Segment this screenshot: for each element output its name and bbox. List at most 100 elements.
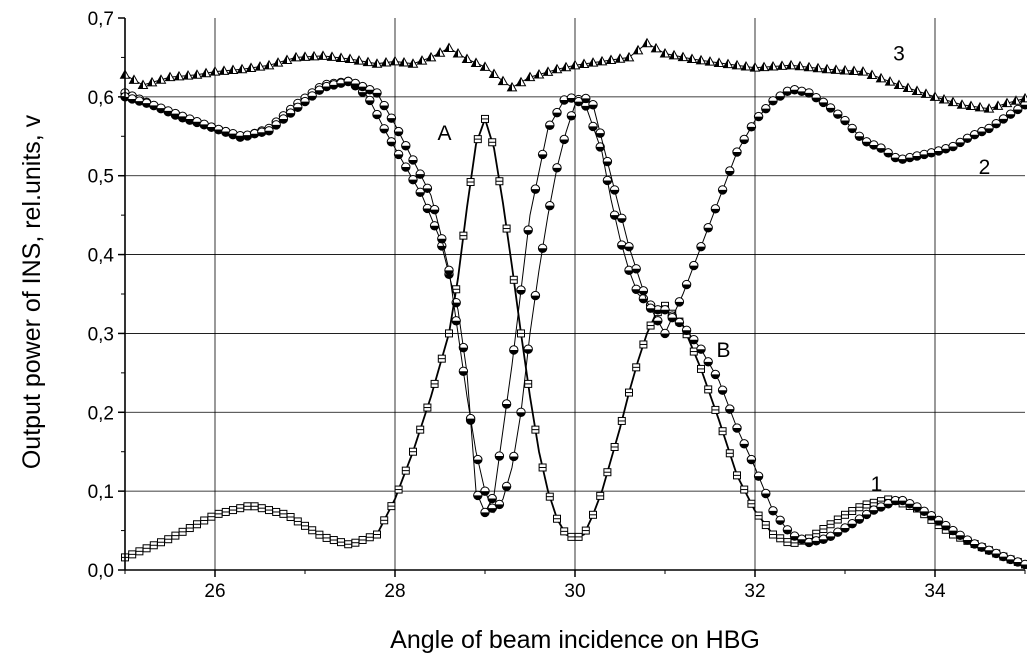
circle-marker-fill [358, 92, 367, 97]
triangle-marker-fill [138, 80, 143, 89]
circle-marker-fill [560, 139, 569, 144]
circle-marker-fill [149, 105, 158, 110]
triangle-marker-fill [165, 72, 170, 81]
circle-marker-fill [884, 503, 893, 508]
y-tick-label: 0,0 [88, 561, 114, 582]
circle-marker-fill [531, 295, 540, 300]
triangle-marker-fill [993, 101, 998, 110]
circle-marker-fill [876, 506, 886, 512]
triangle-marker-fill [543, 67, 548, 76]
circle-marker-fill [675, 301, 684, 307]
circle-marker-fill [416, 174, 425, 179]
circle-marker-fill [552, 167, 562, 173]
circle-marker-fill [804, 542, 814, 547]
circle-marker-fill [509, 456, 518, 461]
circle-marker-fill [192, 121, 202, 126]
circle-marker-fill [812, 97, 821, 102]
circle-marker-fill [747, 459, 756, 464]
circle-marker-fill [480, 512, 490, 517]
triangle-marker-fill [498, 76, 503, 85]
series-3 [120, 76, 1027, 514]
circle-marker-fill [689, 265, 698, 270]
circle-marker-fill [437, 238, 446, 243]
triangle-marker-fill [219, 66, 224, 75]
circle-marker-fill [524, 349, 533, 354]
annotations: A B 1 2 3 [437, 43, 990, 497]
circle-marker-fill [574, 101, 583, 106]
triangle-marker-fill [957, 100, 962, 109]
x-tick-label: 26 [204, 581, 225, 602]
circle-marker-fill [365, 89, 374, 94]
circle-marker-fill [862, 514, 871, 519]
circle-marker-fill [344, 81, 353, 86]
circle-marker-fill [423, 188, 432, 193]
circle-marker-fill [941, 148, 950, 153]
circle-marker-fill [581, 105, 590, 111]
triangle-marker-fill [417, 56, 422, 65]
circle-marker-fill [459, 347, 468, 352]
triangle-marker-fill [975, 102, 980, 111]
circle-marker-fill [387, 118, 396, 123]
triangle-marker-fill [858, 67, 863, 76]
triangle-marker-fill [597, 56, 602, 65]
circle-marker-fill [718, 390, 727, 395]
triangle-marker-fill [120, 70, 125, 79]
triangle-marker-fill [399, 58, 404, 67]
circle-marker-fill [1006, 559, 1015, 564]
triangle-marker-fill [390, 56, 395, 65]
circle-marker-fill [1013, 109, 1022, 114]
circle-marker-fill [956, 142, 965, 147]
circle-marker-fill [884, 152, 893, 158]
triangle-marker-fill [696, 55, 701, 64]
circle-marker-fill [603, 180, 612, 185]
circle-marker-fill [243, 135, 252, 140]
circle-marker-fill [502, 404, 511, 409]
triangle-marker-fill [966, 101, 971, 110]
circle-marker-fill [826, 536, 835, 541]
circle-marker-fill [588, 126, 598, 131]
circle-marker-fill [394, 154, 403, 159]
circle-marker-fill [754, 476, 763, 481]
circle-marker-fill [286, 113, 295, 118]
annotation-3: 3 [893, 43, 905, 66]
triangle-marker-fill [723, 59, 728, 68]
triangle-marker-fill [813, 63, 818, 72]
circle-marker-fill [754, 116, 763, 121]
series-1 [121, 114, 1027, 569]
series-4 [119, 37, 1027, 113]
circle-marker-fill [840, 527, 850, 533]
circle-marker-fill [380, 105, 389, 110]
circle-marker-fill [675, 322, 684, 327]
triangle-marker-fill [174, 71, 179, 80]
triangle-marker-fill [408, 59, 413, 68]
circle-marker-fill [516, 412, 526, 417]
circle-marker-fill [920, 154, 929, 159]
circle-marker-fill [876, 148, 886, 153]
circle-marker-fill [315, 90, 324, 95]
circle-marker-fill [495, 504, 504, 509]
circle-marker-fill [495, 456, 504, 461]
y-tick-label: 0,4 [88, 246, 115, 267]
triangle-marker-fill [381, 58, 386, 67]
circle-marker-fill [207, 127, 216, 132]
grid [125, 18, 1025, 570]
circle-marker-fill [632, 289, 641, 294]
triangle-marker-fill [273, 58, 278, 67]
circle-marker-fill [264, 130, 274, 135]
triangle-marker-fill [642, 38, 647, 47]
circle-marker-fill [783, 91, 792, 96]
circle-marker-fill [783, 529, 792, 534]
circle-marker-fill [920, 511, 929, 516]
circle-marker-fill [768, 100, 778, 106]
circle-marker-fill [624, 270, 634, 275]
y-tick-label: 0,3 [88, 324, 114, 345]
circle-marker-fill [848, 128, 857, 133]
triangle-marker-fill [534, 70, 539, 79]
circle-marker-fill [250, 133, 259, 138]
triangle-marker-fill [768, 61, 773, 70]
circle-marker-fill [560, 100, 569, 105]
circle-marker-fill [365, 100, 374, 105]
circle-marker-fill [653, 320, 662, 326]
triangle-marker-fill [615, 54, 620, 63]
circle-marker-fill [732, 428, 742, 433]
